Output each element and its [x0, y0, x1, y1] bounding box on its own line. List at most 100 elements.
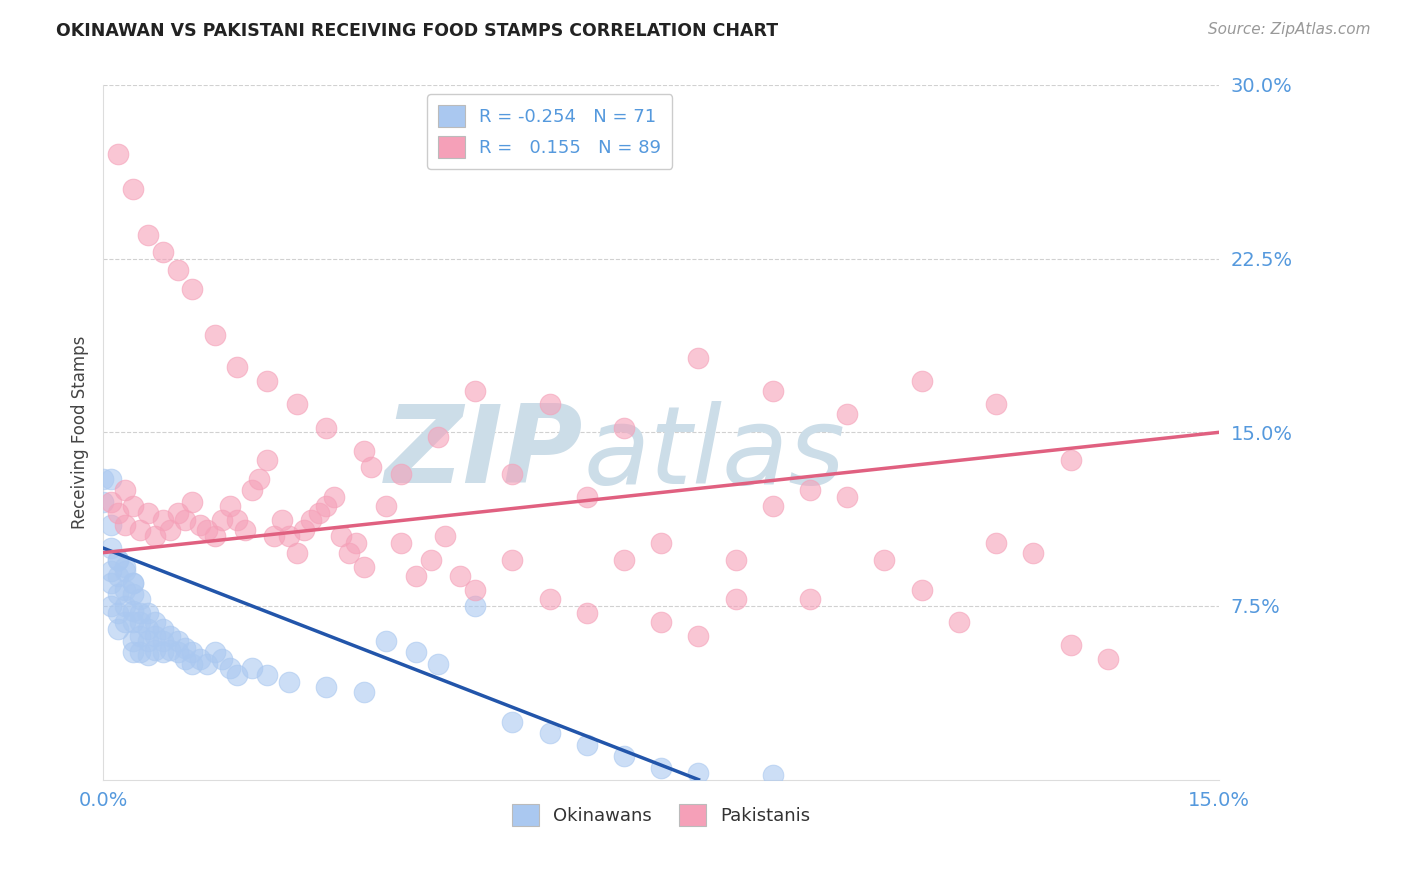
Text: OKINAWAN VS PAKISTANI RECEIVING FOOD STAMPS CORRELATION CHART: OKINAWAN VS PAKISTANI RECEIVING FOOD STA… [56, 22, 779, 40]
Point [688, 629, 710, 643]
Point [195, 523, 218, 537]
Point [91, 494, 114, 508]
Point [575, 738, 598, 752]
Point [114, 564, 136, 578]
Point [107, 506, 129, 520]
Point [152, 244, 174, 259]
Point [114, 559, 136, 574]
Point [136, 648, 159, 662]
Point [240, 483, 263, 498]
Point [292, 523, 315, 537]
Point [575, 490, 598, 504]
Point [226, 360, 249, 375]
Point [315, 680, 337, 694]
Point [353, 443, 375, 458]
Point [122, 182, 145, 196]
Point [129, 592, 152, 607]
Point [464, 582, 486, 597]
Point [174, 652, 197, 666]
Point [211, 652, 233, 666]
Legend: Okinawans, Pakistanis: Okinawans, Pakistanis [505, 797, 818, 833]
Point [873, 552, 896, 566]
Point [419, 552, 441, 566]
Point [360, 460, 382, 475]
Point [122, 575, 145, 590]
Point [152, 633, 174, 648]
Point [159, 629, 181, 643]
Point [353, 684, 375, 698]
Point [100, 541, 122, 555]
Point [166, 645, 188, 659]
Point [688, 765, 710, 780]
Point [114, 483, 136, 498]
Point [166, 263, 188, 277]
Point [256, 375, 278, 389]
Point [129, 523, 152, 537]
Point [374, 633, 396, 648]
Point [501, 552, 523, 566]
Point [204, 529, 226, 543]
Point [464, 384, 486, 398]
Point [263, 529, 285, 543]
Point [837, 407, 859, 421]
Point [152, 622, 174, 636]
Point [122, 500, 145, 514]
Point [181, 645, 204, 659]
Point [724, 552, 747, 566]
Text: ZIP: ZIP [385, 401, 583, 506]
Point [434, 529, 457, 543]
Point [762, 384, 785, 398]
Point [107, 606, 129, 620]
Point [427, 430, 450, 444]
Point [181, 494, 204, 508]
Point [100, 575, 122, 590]
Point [613, 552, 636, 566]
Point [256, 453, 278, 467]
Point [100, 599, 122, 613]
Point [107, 569, 129, 583]
Point [278, 675, 301, 690]
Point [575, 606, 598, 620]
Point [107, 552, 129, 566]
Point [762, 768, 785, 782]
Point [650, 536, 672, 550]
Point [285, 397, 308, 411]
Point [166, 506, 188, 520]
Point [107, 147, 129, 161]
Point [538, 592, 561, 607]
Point [122, 645, 145, 659]
Text: atlas: atlas [583, 401, 845, 506]
Point [122, 615, 145, 629]
Point [122, 575, 145, 590]
Point [129, 645, 152, 659]
Point [143, 643, 166, 657]
Point [181, 282, 204, 296]
Point [270, 513, 292, 527]
Point [152, 645, 174, 659]
Point [538, 397, 561, 411]
Point [389, 536, 412, 550]
Point [353, 559, 375, 574]
Point [501, 467, 523, 481]
Point [159, 523, 181, 537]
Point [204, 645, 226, 659]
Point [122, 587, 145, 601]
Point [100, 517, 122, 532]
Point [337, 546, 360, 560]
Point [233, 523, 256, 537]
Point [247, 472, 270, 486]
Point [613, 749, 636, 764]
Point [344, 536, 367, 550]
Point [129, 615, 152, 629]
Point [204, 328, 226, 343]
Point [301, 513, 323, 527]
Point [143, 629, 166, 643]
Point [389, 467, 412, 481]
Point [464, 599, 486, 613]
Point [799, 592, 821, 607]
Point [188, 517, 211, 532]
Point [188, 652, 211, 666]
Point [129, 606, 152, 620]
Point [278, 529, 301, 543]
Point [114, 517, 136, 532]
